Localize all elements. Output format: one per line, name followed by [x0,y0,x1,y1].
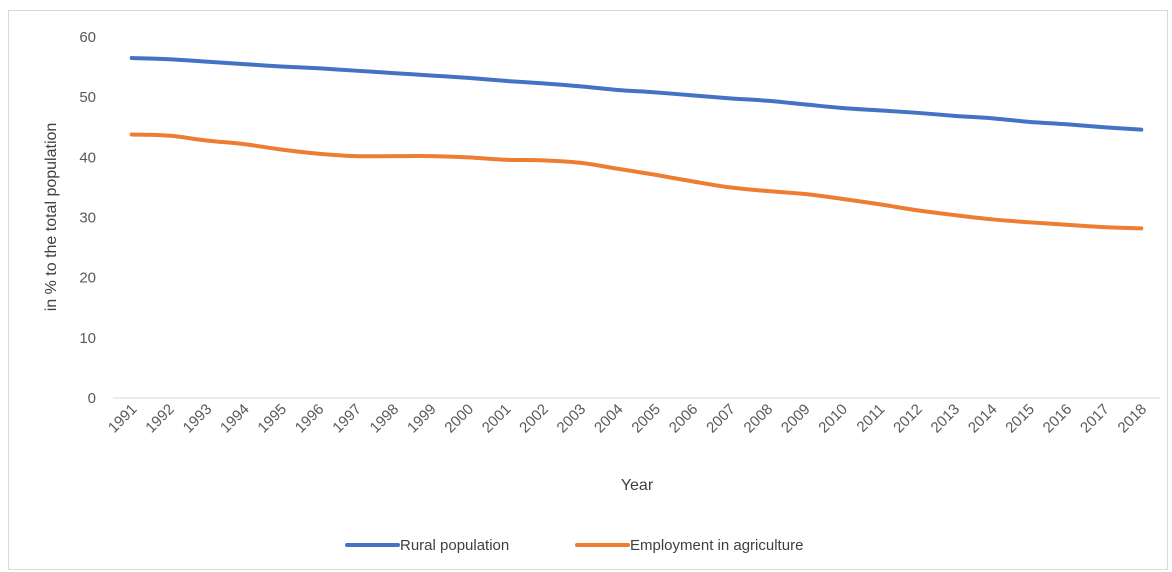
x-tick-label: 2017 [1077,401,1113,437]
x-tick-label: 2011 [854,401,889,436]
x-tick-label: 2014 [965,401,1001,437]
x-tick-label: 2005 [628,401,664,437]
x-tick-label: 2012 [890,401,926,437]
y-tick-label: 30 [79,210,96,227]
x-tick-label: 2016 [1040,401,1076,437]
legend-label-employment-in-agriculture: Employment in agriculture [630,537,803,554]
series-lines [129,56,1144,231]
x-tick-label: 2013 [928,401,964,437]
x-tick-label: 2010 [815,401,851,437]
chart-frame [8,10,1168,570]
y-tick-label: 60 [79,29,96,46]
x-tick-label: 2007 [703,401,739,437]
x-tick-label: 2001 [479,401,515,437]
x-tick-label: 2018 [1115,401,1151,437]
x-tick-label: 2003 [554,401,590,437]
x-tick-label: 2002 [516,401,552,437]
x-tick-label: 2015 [1002,401,1038,437]
legend: Rural population Employment in agricultur… [345,537,803,554]
y-tick-label: 50 [79,89,96,106]
x-tick-label: 1999 [404,401,440,437]
x-tick-label: 2004 [591,401,627,437]
x-tick-label: 1994 [217,401,253,437]
y-axis-title: in % to the total population [43,123,60,312]
x-tick-labels: 1991 1992 1993 1994 1995 1996 1997 1998 1999 2000… [105,401,1150,437]
x-tick-label: 1997 [329,401,365,437]
x-tick-label: 1991 [105,401,141,437]
x-tick-label: 2009 [778,401,814,437]
x-axis-title: Year [621,477,654,494]
x-tick-label: 1998 [367,401,403,437]
x-tick-label: 2006 [666,401,702,437]
legend-label-rural-population: Rural population [400,537,509,554]
y-tick-labels: 0 10 20 30 40 50 60 [79,29,96,407]
x-tick-label: 2008 [741,401,777,437]
y-tick-label: 10 [79,330,96,347]
x-tick-label: 1996 [292,401,328,437]
y-tick-label: 20 [79,270,96,287]
x-tick-label: 1993 [180,401,216,437]
y-tick-label: 0 [88,390,96,407]
x-tick-label: 1995 [254,401,290,437]
series-line-rural-population [129,56,1144,132]
x-tick-label: 1992 [142,401,178,437]
y-tick-label: 40 [79,149,96,166]
series-line-employment-in-agriculture [129,132,1144,231]
x-tick-label: 2000 [441,401,477,437]
